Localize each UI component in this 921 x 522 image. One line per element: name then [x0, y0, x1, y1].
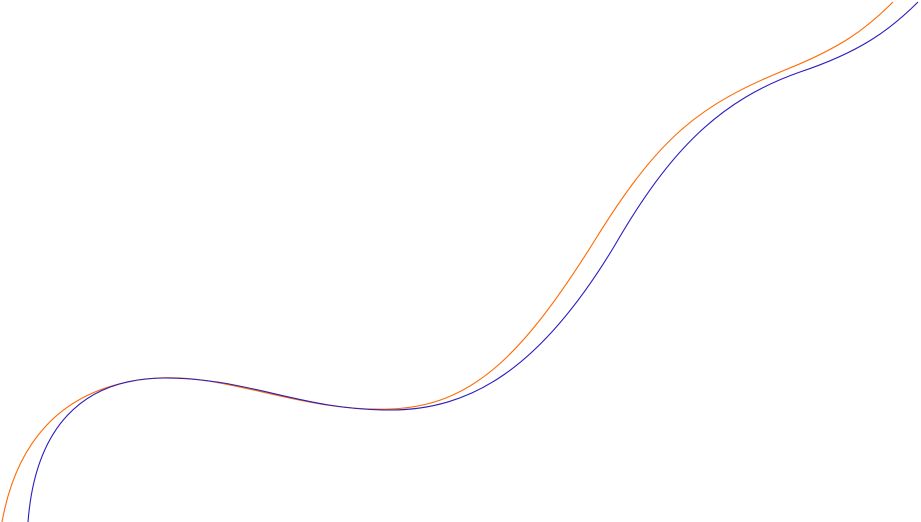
orange-curve	[1, 1, 894, 522]
blue-curve	[27, 1, 919, 522]
